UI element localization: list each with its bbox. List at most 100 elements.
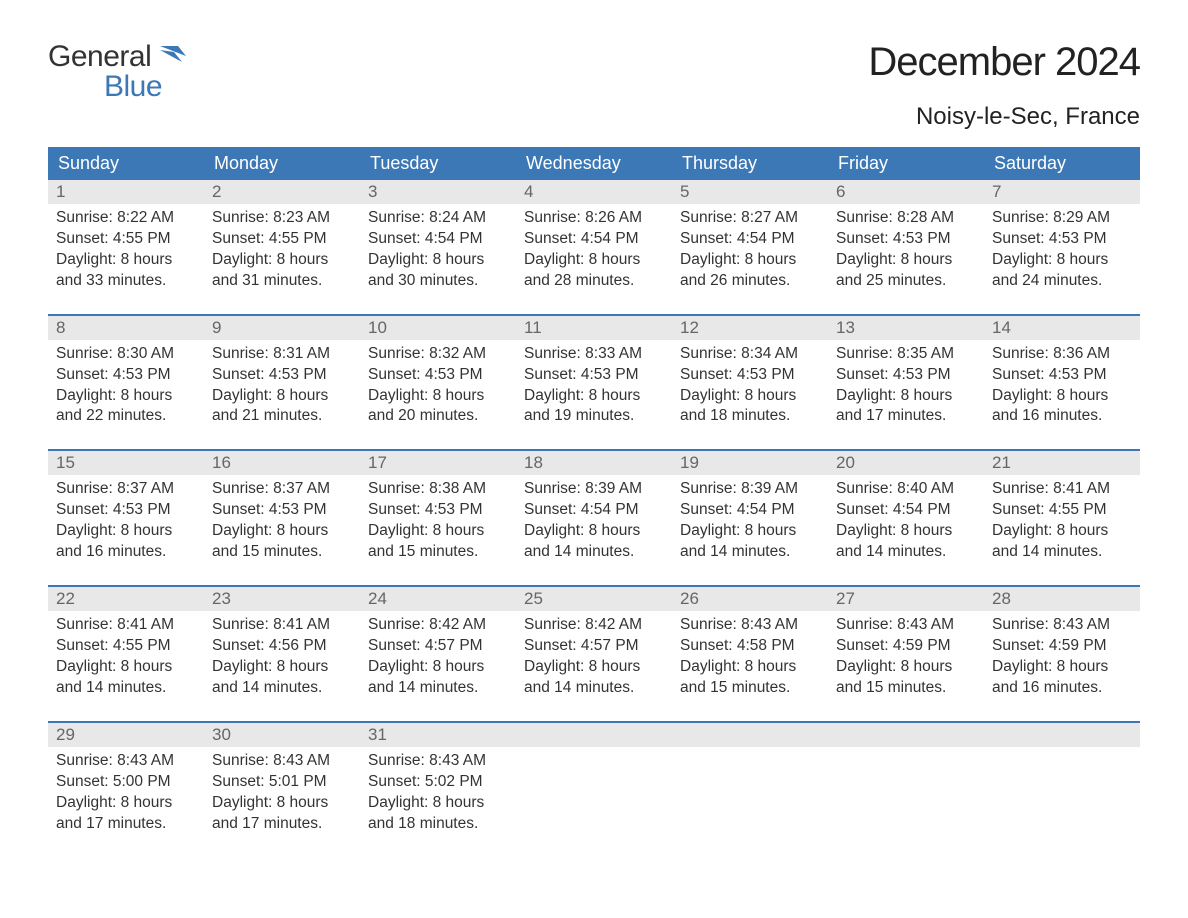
calendar-day-cell: 12Sunrise: 8:34 AMSunset: 4:53 PMDayligh… — [672, 316, 828, 432]
day-detail: Sunrise: 8:32 AMSunset: 4:53 PMDaylight:… — [360, 340, 516, 432]
daylight-line-2: and 21 minutes. — [212, 406, 352, 427]
day-detail: Sunrise: 8:41 AMSunset: 4:55 PMDaylight:… — [48, 611, 204, 703]
day-detail: Sunrise: 8:23 AMSunset: 4:55 PMDaylight:… — [204, 204, 360, 296]
daylight-line-1: Daylight: 8 hours — [56, 521, 196, 542]
day-detail: Sunrise: 8:43 AMSunset: 5:00 PMDaylight:… — [48, 747, 204, 839]
daylight-line-1: Daylight: 8 hours — [992, 386, 1132, 407]
daylight-line-1: Daylight: 8 hours — [992, 657, 1132, 678]
day-detail: Sunrise: 8:30 AMSunset: 4:53 PMDaylight:… — [48, 340, 204, 432]
daylight-line-1: Daylight: 8 hours — [992, 250, 1132, 271]
daylight-line-2: and 14 minutes. — [56, 678, 196, 699]
sunset-line: Sunset: 4:53 PM — [836, 229, 976, 250]
sunset-line: Sunset: 4:54 PM — [524, 229, 664, 250]
day-of-week-header: SundayMondayTuesdayWednesdayThursdayFrid… — [48, 147, 1140, 180]
calendar-day-cell: 11Sunrise: 8:33 AMSunset: 4:53 PMDayligh… — [516, 316, 672, 432]
calendar-day-cell: 14Sunrise: 8:36 AMSunset: 4:53 PMDayligh… — [984, 316, 1140, 432]
sunset-line: Sunset: 5:01 PM — [212, 772, 352, 793]
daylight-line-2: and 25 minutes. — [836, 271, 976, 292]
day-detail: Sunrise: 8:38 AMSunset: 4:53 PMDaylight:… — [360, 475, 516, 567]
day-number: 2 — [204, 180, 360, 204]
day-number: 12 — [672, 316, 828, 340]
sunrise-line: Sunrise: 8:31 AM — [212, 344, 352, 365]
daylight-line-1: Daylight: 8 hours — [836, 521, 976, 542]
title-block: December 2024 Noisy-le-Sec, France — [868, 40, 1140, 139]
daylight-line-2: and 19 minutes. — [524, 406, 664, 427]
daylight-line-1: Daylight: 8 hours — [368, 657, 508, 678]
day-detail: Sunrise: 8:24 AMSunset: 4:54 PMDaylight:… — [360, 204, 516, 296]
calendar-day-cell: 26Sunrise: 8:43 AMSunset: 4:58 PMDayligh… — [672, 587, 828, 703]
sunrise-line: Sunrise: 8:43 AM — [368, 751, 508, 772]
sunset-line: Sunset: 4:58 PM — [680, 636, 820, 657]
calendar-day-cell: 21Sunrise: 8:41 AMSunset: 4:55 PMDayligh… — [984, 451, 1140, 567]
daylight-line-1: Daylight: 8 hours — [56, 793, 196, 814]
sunrise-line: Sunrise: 8:22 AM — [56, 208, 196, 229]
daylight-line-2: and 16 minutes. — [992, 678, 1132, 699]
calendar-day-cell — [828, 723, 984, 839]
day-number: 22 — [48, 587, 204, 611]
day-detail: Sunrise: 8:43 AMSunset: 4:58 PMDaylight:… — [672, 611, 828, 703]
daylight-line-1: Daylight: 8 hours — [368, 521, 508, 542]
location: Noisy-le-Sec, France — [868, 103, 1140, 131]
sunset-line: Sunset: 4:54 PM — [368, 229, 508, 250]
day-detail: Sunrise: 8:43 AMSunset: 5:01 PMDaylight:… — [204, 747, 360, 839]
sunrise-line: Sunrise: 8:39 AM — [680, 479, 820, 500]
day-of-week-cell: Saturday — [984, 147, 1140, 180]
daylight-line-1: Daylight: 8 hours — [680, 657, 820, 678]
day-detail: Sunrise: 8:39 AMSunset: 4:54 PMDaylight:… — [672, 475, 828, 567]
day-detail: Sunrise: 8:35 AMSunset: 4:53 PMDaylight:… — [828, 340, 984, 432]
calendar-day-cell: 7Sunrise: 8:29 AMSunset: 4:53 PMDaylight… — [984, 180, 1140, 296]
sunset-line: Sunset: 4:53 PM — [836, 365, 976, 386]
sunset-line: Sunset: 4:54 PM — [680, 500, 820, 521]
daylight-line-2: and 14 minutes. — [368, 678, 508, 699]
day-detail: Sunrise: 8:42 AMSunset: 4:57 PMDaylight:… — [360, 611, 516, 703]
day-number: 25 — [516, 587, 672, 611]
sunset-line: Sunset: 4:53 PM — [56, 500, 196, 521]
sunrise-line: Sunrise: 8:28 AM — [836, 208, 976, 229]
daylight-line-2: and 14 minutes. — [524, 542, 664, 563]
sunrise-line: Sunrise: 8:23 AM — [212, 208, 352, 229]
sunrise-line: Sunrise: 8:30 AM — [56, 344, 196, 365]
calendar-day-cell: 15Sunrise: 8:37 AMSunset: 4:53 PMDayligh… — [48, 451, 204, 567]
day-detail: Sunrise: 8:43 AMSunset: 5:02 PMDaylight:… — [360, 747, 516, 839]
daylight-line-1: Daylight: 8 hours — [368, 386, 508, 407]
daylight-line-1: Daylight: 8 hours — [836, 386, 976, 407]
daylight-line-1: Daylight: 8 hours — [212, 793, 352, 814]
logo-flag-icon — [160, 46, 186, 66]
daylight-line-1: Daylight: 8 hours — [992, 521, 1132, 542]
daylight-line-1: Daylight: 8 hours — [368, 793, 508, 814]
sunrise-line: Sunrise: 8:27 AM — [680, 208, 820, 229]
calendar-day-cell — [516, 723, 672, 839]
calendar-day-cell: 13Sunrise: 8:35 AMSunset: 4:53 PMDayligh… — [828, 316, 984, 432]
day-number: 18 — [516, 451, 672, 475]
day-of-week-cell: Thursday — [672, 147, 828, 180]
calendar-day-cell: 8Sunrise: 8:30 AMSunset: 4:53 PMDaylight… — [48, 316, 204, 432]
daylight-line-2: and 14 minutes. — [524, 678, 664, 699]
day-number: 5 — [672, 180, 828, 204]
daylight-line-2: and 14 minutes. — [992, 542, 1132, 563]
daylight-line-1: Daylight: 8 hours — [56, 250, 196, 271]
sunrise-line: Sunrise: 8:43 AM — [836, 615, 976, 636]
daylight-line-1: Daylight: 8 hours — [680, 386, 820, 407]
day-detail: Sunrise: 8:37 AMSunset: 4:53 PMDaylight:… — [48, 475, 204, 567]
day-detail: Sunrise: 8:34 AMSunset: 4:53 PMDaylight:… — [672, 340, 828, 432]
daylight-line-2: and 17 minutes. — [836, 406, 976, 427]
daylight-line-1: Daylight: 8 hours — [524, 657, 664, 678]
daylight-line-1: Daylight: 8 hours — [836, 250, 976, 271]
day-of-week-cell: Friday — [828, 147, 984, 180]
day-number: 11 — [516, 316, 672, 340]
daylight-line-1: Daylight: 8 hours — [680, 521, 820, 542]
sunrise-line: Sunrise: 8:38 AM — [368, 479, 508, 500]
day-number: 24 — [360, 587, 516, 611]
calendar-day-cell: 1Sunrise: 8:22 AMSunset: 4:55 PMDaylight… — [48, 180, 204, 296]
calendar-day-cell: 28Sunrise: 8:43 AMSunset: 4:59 PMDayligh… — [984, 587, 1140, 703]
logo-text-general: General — [48, 40, 151, 73]
daylight-line-1: Daylight: 8 hours — [524, 386, 664, 407]
calendar-day-cell: 19Sunrise: 8:39 AMSunset: 4:54 PMDayligh… — [672, 451, 828, 567]
day-number: 8 — [48, 316, 204, 340]
sunset-line: Sunset: 4:57 PM — [368, 636, 508, 657]
calendar-day-cell: 4Sunrise: 8:26 AMSunset: 4:54 PMDaylight… — [516, 180, 672, 296]
sunset-line: Sunset: 4:53 PM — [992, 229, 1132, 250]
day-detail: Sunrise: 8:36 AMSunset: 4:53 PMDaylight:… — [984, 340, 1140, 432]
calendar-day-cell: 27Sunrise: 8:43 AMSunset: 4:59 PMDayligh… — [828, 587, 984, 703]
header: General Blue December 2024 Noisy-le-Sec,… — [48, 40, 1140, 139]
